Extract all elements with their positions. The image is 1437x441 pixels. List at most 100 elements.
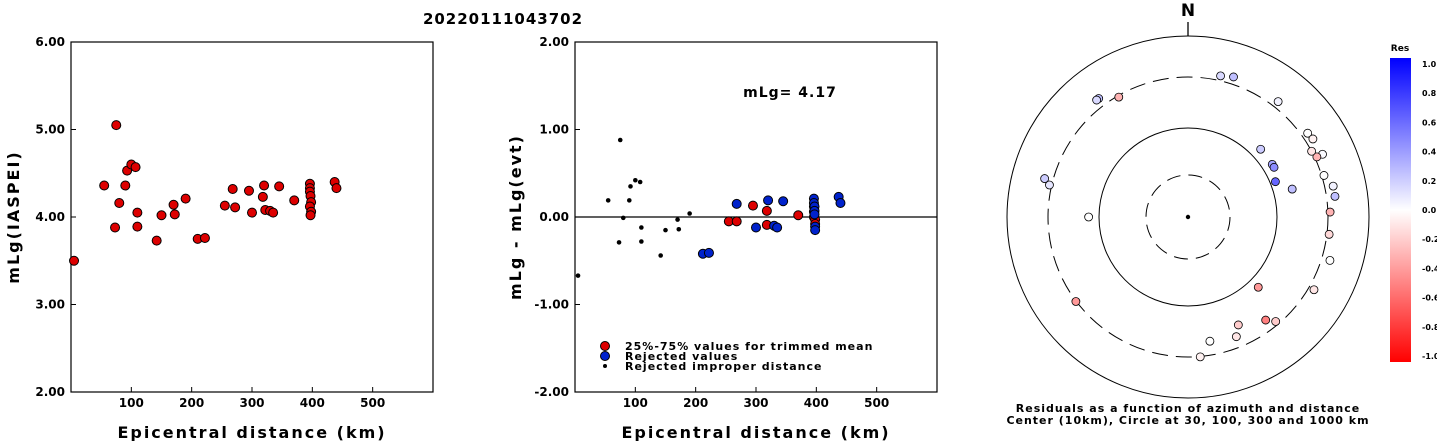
- data-point: [835, 198, 846, 208]
- station-residual-point: [1273, 97, 1283, 107]
- axis-ticks: 100 200 300 400 500 2.00 3.00 4.00 5.00 6.00: [35, 35, 385, 410]
- data-point: [132, 221, 143, 232]
- colorbar-tick-label: 1.0: [1422, 60, 1437, 69]
- data-point: [259, 180, 270, 191]
- data-point: [114, 198, 125, 208]
- x-axis-label: Epicentral distance (km): [621, 423, 890, 441]
- data-point: [110, 222, 121, 233]
- data-point: [633, 177, 638, 183]
- data-point: [257, 191, 268, 202]
- legend-label-rejected: Rejected values: [625, 350, 738, 363]
- data-point: [675, 217, 680, 222]
- data-point: [763, 195, 774, 206]
- station-residual-point: [1308, 134, 1318, 144]
- colorbar-title: Res: [1391, 44, 1409, 54]
- residual-vs-distance-chart: 100 200 300 400 500 -2.00 -1.00 0.00 1.00 2.00 Ep…: [506, 35, 938, 441]
- outer-circle: [1006, 35, 1370, 399]
- station-residual-point: [1325, 207, 1335, 217]
- station-residual-point: [1231, 332, 1241, 342]
- north-label: N: [1181, 1, 1195, 21]
- station-residual-point: [1287, 184, 1297, 194]
- station-residual-point: [1312, 152, 1322, 162]
- data-point: [605, 198, 611, 203]
- data-point: [639, 239, 644, 244]
- data-point: [687, 211, 692, 216]
- station-residual-point: [1233, 320, 1243, 330]
- station-residual-point: [1256, 144, 1266, 154]
- x-tick-label: 100: [119, 396, 144, 410]
- data-point: [69, 255, 80, 266]
- y-tick-label: 2.00: [539, 35, 569, 49]
- legend-marker-improper-distance: [603, 364, 607, 368]
- data-point: [628, 184, 633, 189]
- station-residual-point: [1216, 71, 1225, 81]
- station-residual-point: [1271, 177, 1280, 187]
- data-point: [663, 227, 668, 233]
- station-residual-point: [1271, 317, 1281, 326]
- ring-1000km: [1047, 76, 1329, 358]
- data-point: [731, 198, 742, 209]
- y-tick-label: 5.00: [35, 123, 65, 137]
- data-point: [703, 247, 714, 258]
- y-tick-label: 6.00: [35, 35, 65, 49]
- data-point: [268, 207, 279, 218]
- data-point: [227, 184, 238, 194]
- x-tick-label: 500: [360, 396, 385, 410]
- data-point: [305, 210, 316, 221]
- station-residual-point: [1071, 297, 1081, 306]
- y-axis-label: mLg(IASPEI): [4, 150, 23, 283]
- caption-line-1: Residuals as a function of azimuth and d…: [1016, 402, 1360, 415]
- axis-ticks: 100 200 300 400 500 -2.00 -1.00 0.00 1.00 2.00: [534, 35, 889, 410]
- legend-marker-trimmed-mean: [600, 341, 610, 351]
- station-residual-point: [1303, 128, 1313, 138]
- data-point: [156, 210, 167, 221]
- x-tick-label: 400: [300, 396, 325, 410]
- data-point: [132, 207, 143, 218]
- x-tick-label: 200: [683, 396, 708, 410]
- colorbar-tick-label: 0.2: [1422, 177, 1436, 186]
- x-tick-label: 100: [623, 396, 648, 410]
- colorbar-tick-label: 0.6: [1422, 118, 1437, 127]
- data-points: [69, 120, 342, 266]
- y-tick-label: 1.00: [539, 123, 569, 137]
- x-tick-label: 300: [743, 396, 768, 410]
- colorbar-tick-label: -0.4: [1422, 264, 1437, 273]
- y-tick-label: 0.00: [539, 210, 569, 224]
- data-points: [1040, 71, 1340, 362]
- data-point: [120, 180, 131, 191]
- data-point: [151, 235, 162, 246]
- station-residual-point: [1328, 181, 1338, 191]
- data-point: [180, 193, 191, 204]
- station-residual-point: [1114, 92, 1124, 102]
- data-point: [617, 137, 623, 143]
- legend-label-improper-distance: Rejected improper distance: [625, 360, 822, 373]
- station-residual-point: [1040, 174, 1050, 183]
- station-residual-point: [1324, 229, 1334, 239]
- station-residual-point: [1330, 191, 1340, 201]
- colorbar-tick-label: -0.8: [1422, 323, 1437, 332]
- y-tick-label: 4.00: [35, 210, 65, 224]
- x-axis-label: Epicentral distance (km): [117, 423, 386, 441]
- y-axis-label: mLg - mLg(evt): [506, 134, 525, 300]
- data-point: [99, 180, 110, 191]
- data-point: [637, 179, 643, 185]
- data-point: [793, 210, 804, 221]
- y-tick-label: 3.00: [35, 298, 65, 312]
- data-point: [274, 181, 285, 192]
- data-point: [219, 200, 230, 211]
- station-residual-point: [1205, 336, 1215, 346]
- ring-100km: [1145, 174, 1231, 260]
- station-residual-point: [1084, 212, 1094, 222]
- colorbar-ticks: 1.0 0.8 0.6 0.4 0.2 0.0 -0.2 -0.4 -0.6 -0.8 -1.0: [1422, 60, 1437, 361]
- caption-line-2: Center (10km), Circle at 30, 100, 300 an…: [1006, 414, 1369, 427]
- magnitude-vs-distance-chart: 100 200 300 400 500 2.00 3.00 4.00 5.00 6.00 Epic…: [4, 35, 434, 441]
- data-point: [731, 216, 742, 227]
- data-point: [331, 183, 342, 194]
- colorbar-tick-label: -0.2: [1422, 235, 1437, 244]
- station-residual-point: [1269, 162, 1279, 172]
- figure-title: 20220111043702: [423, 10, 583, 28]
- data-point: [627, 198, 632, 203]
- data-point: [809, 209, 820, 220]
- colorbar-tick-label: 0.0: [1422, 206, 1437, 215]
